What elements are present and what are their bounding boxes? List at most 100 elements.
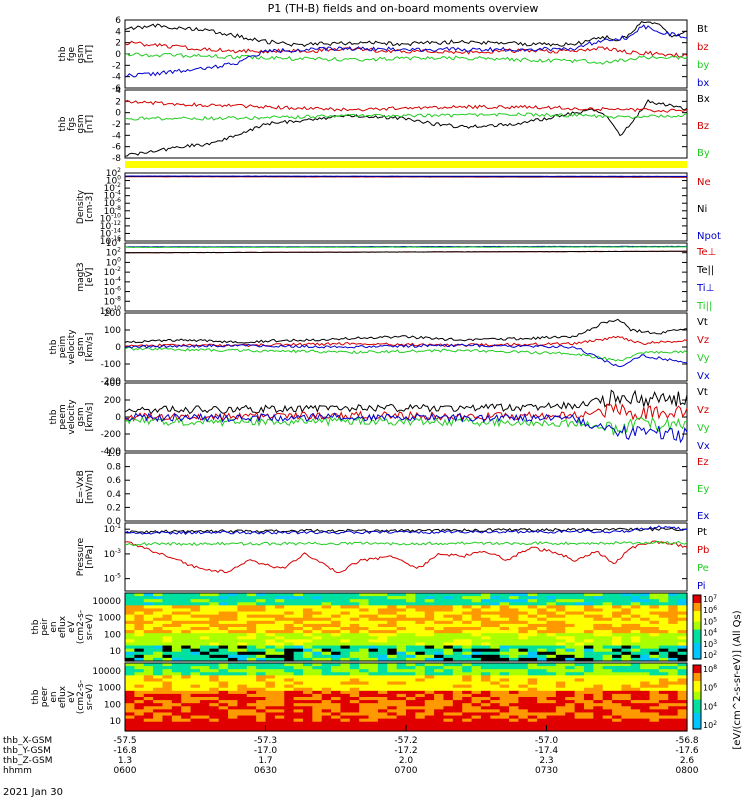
heatmap-cell bbox=[499, 675, 510, 680]
heatmap-cell bbox=[658, 633, 669, 637]
heatmap-cell bbox=[293, 599, 304, 603]
heatmap-cell bbox=[509, 669, 519, 673]
heatmap-cell bbox=[565, 620, 576, 625]
heatmap-cell bbox=[583, 690, 594, 695]
heatmap-cell bbox=[612, 684, 623, 689]
heatmap-cell bbox=[284, 709, 295, 714]
heatmap-cell bbox=[237, 614, 248, 619]
heatmap-cell bbox=[574, 709, 585, 714]
heatmap-cell bbox=[583, 627, 594, 631]
heatmap-cell bbox=[199, 657, 210, 662]
heatmap-cell bbox=[574, 657, 585, 662]
heatmap-cell bbox=[274, 648, 285, 653]
heatmap-cell bbox=[340, 663, 351, 667]
heatmap-cell bbox=[668, 636, 679, 640]
heatmap-cell bbox=[677, 724, 688, 729]
heatmap-cell bbox=[321, 712, 332, 717]
heatmap-cell bbox=[658, 669, 669, 673]
heatmap-cell bbox=[471, 633, 482, 637]
heatmap-cell bbox=[406, 663, 416, 667]
heatmap-cell bbox=[527, 706, 538, 710]
heatmap-cell bbox=[640, 697, 651, 701]
y-tick-label: -4 bbox=[112, 131, 121, 141]
heatmap-cell bbox=[396, 596, 407, 600]
heatmap-cell bbox=[321, 648, 332, 653]
heatmap-cell bbox=[490, 596, 501, 600]
heatmap-cell bbox=[490, 636, 501, 640]
heatmap-cell bbox=[583, 666, 594, 670]
heatmap-cell bbox=[331, 663, 342, 667]
heatmap-cell bbox=[612, 645, 623, 650]
heatmap-cell bbox=[246, 593, 257, 597]
heatmap-cell bbox=[274, 690, 285, 695]
heatmap-cell bbox=[630, 611, 641, 616]
heatmap-cell bbox=[143, 657, 154, 662]
y-tick-label: -6 bbox=[112, 143, 121, 153]
heatmap-cell bbox=[359, 623, 370, 628]
y-axis-label-line: thb bbox=[31, 619, 41, 634]
heatmap-cell bbox=[377, 623, 388, 628]
heatmap-cell bbox=[415, 712, 426, 717]
heatmap-cell bbox=[462, 678, 473, 683]
heatmap-cell bbox=[518, 602, 529, 606]
heatmap-cell bbox=[349, 715, 360, 720]
legend-entry: Ni bbox=[697, 204, 707, 215]
heatmap-cell bbox=[555, 620, 566, 625]
heatmap-cell bbox=[199, 608, 210, 613]
heatmap-cell bbox=[677, 593, 688, 597]
heatmap-cell bbox=[162, 675, 173, 680]
heatmap-cell bbox=[228, 715, 238, 720]
heatmap-cell bbox=[677, 645, 688, 650]
y-axis-label-line: Density bbox=[76, 189, 86, 224]
heatmap-cell bbox=[565, 611, 576, 616]
heatmap-cell bbox=[368, 642, 379, 647]
heatmap-cell bbox=[583, 678, 594, 683]
heatmap-cell bbox=[209, 700, 220, 704]
heatmap-cell bbox=[593, 715, 604, 720]
heatmap-cell bbox=[143, 709, 154, 714]
heatmap-cell bbox=[143, 642, 154, 647]
heatmap-cell bbox=[312, 654, 323, 659]
heatmap-cell bbox=[480, 700, 491, 704]
heatmap-cell bbox=[218, 718, 229, 723]
heatmap-cell bbox=[293, 593, 304, 597]
colorbar-segment bbox=[693, 718, 701, 722]
series-line-Te|| bbox=[124, 250, 688, 254]
heatmap-cell bbox=[434, 620, 445, 625]
heatmap-cell bbox=[668, 721, 679, 726]
heatmap-cell bbox=[181, 645, 192, 650]
heatmap-cell bbox=[509, 666, 519, 670]
heatmap-cell bbox=[434, 639, 445, 644]
heatmap-cell bbox=[368, 718, 379, 723]
heatmap-cell bbox=[602, 681, 613, 686]
heatmap-cell bbox=[621, 633, 632, 637]
y-tick-label: -4 bbox=[112, 73, 121, 83]
heatmap-cell bbox=[434, 611, 445, 616]
heatmap-cell bbox=[349, 727, 360, 732]
heatmap-cell bbox=[612, 657, 623, 662]
heatmap-cell bbox=[471, 605, 482, 610]
heatmap-cell bbox=[256, 654, 267, 659]
heatmap-cell bbox=[415, 669, 426, 673]
heatmap-cell bbox=[658, 687, 669, 692]
panel-temperature: magt3 [eV]10410210010-210-410-610-810-10T… bbox=[76, 237, 716, 317]
heatmap-cell bbox=[509, 627, 519, 631]
heatmap-cell bbox=[228, 599, 238, 603]
heatmap-cell bbox=[228, 611, 238, 616]
heatmap-cell bbox=[462, 633, 473, 637]
heatmap-cell bbox=[649, 617, 660, 622]
heatmap-cell bbox=[181, 703, 192, 707]
heatmap-cell bbox=[199, 630, 210, 634]
heatmap-cell bbox=[612, 709, 623, 714]
heatmap-cell bbox=[331, 681, 342, 686]
heatmap-cell bbox=[143, 648, 154, 653]
heatmap-cell bbox=[246, 617, 257, 622]
heatmap-cell bbox=[649, 693, 660, 698]
heatmap-cell bbox=[555, 639, 566, 644]
heatmap-cell bbox=[434, 608, 445, 613]
heatmap-cell bbox=[396, 657, 407, 662]
heatmap-cell bbox=[480, 608, 491, 613]
heatmap-cell bbox=[302, 687, 313, 692]
heatmap-cell bbox=[574, 672, 585, 676]
heatmap-cell bbox=[199, 611, 210, 616]
